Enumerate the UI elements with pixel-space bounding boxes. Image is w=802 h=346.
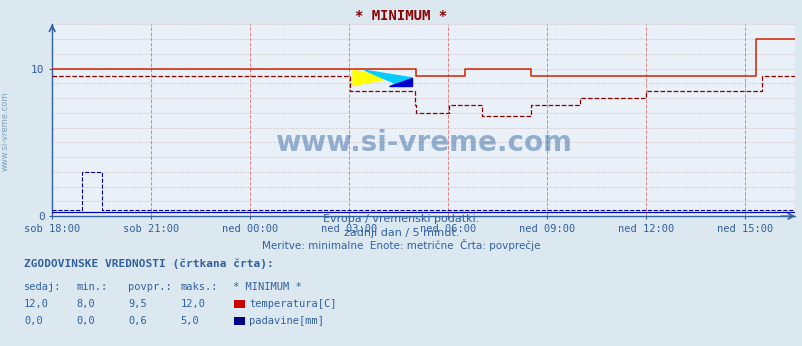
Text: 12,0: 12,0: [24, 299, 49, 309]
Text: * MINIMUM *: * MINIMUM *: [355, 9, 447, 22]
Polygon shape: [364, 70, 412, 86]
Text: 0,6: 0,6: [128, 316, 147, 326]
Text: povpr.:: povpr.:: [128, 282, 172, 292]
Text: sedaj:: sedaj:: [24, 282, 62, 292]
Text: padavine[mm]: padavine[mm]: [249, 316, 323, 326]
Text: ZGODOVINSKE VREDNOSTI (črtkana črta):: ZGODOVINSKE VREDNOSTI (črtkana črta):: [24, 258, 273, 269]
Text: www.si-vreme.com: www.si-vreme.com: [275, 129, 571, 157]
Text: 12,0: 12,0: [180, 299, 205, 309]
Text: 9,5: 9,5: [128, 299, 147, 309]
Text: Evropa / vremenski podatki.: Evropa / vremenski podatki.: [323, 215, 479, 225]
Text: * MINIMUM *: * MINIMUM *: [233, 282, 302, 292]
Text: www.si-vreme.com: www.si-vreme.com: [0, 92, 10, 171]
Text: maks.:: maks.:: [180, 282, 218, 292]
Text: Meritve: minimalne  Enote: metrične  Črta: povprečje: Meritve: minimalne Enote: metrične Črta:…: [262, 239, 540, 252]
Text: 0,0: 0,0: [76, 316, 95, 326]
Text: 5,0: 5,0: [180, 316, 199, 326]
Polygon shape: [388, 78, 412, 86]
Polygon shape: [353, 70, 391, 86]
Text: 0,0: 0,0: [24, 316, 43, 326]
Text: zadnji dan / 5 minut.: zadnji dan / 5 minut.: [343, 228, 459, 238]
Text: temperatura[C]: temperatura[C]: [249, 299, 336, 309]
Text: min.:: min.:: [76, 282, 107, 292]
Text: 8,0: 8,0: [76, 299, 95, 309]
